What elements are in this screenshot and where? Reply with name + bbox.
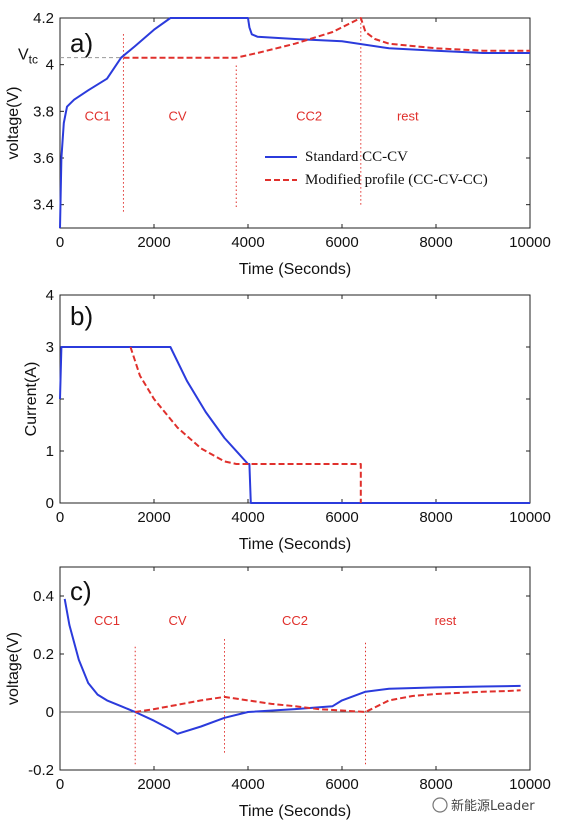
plot-frame <box>59 294 531 504</box>
y-axis-title: Current(A) <box>23 362 40 437</box>
phase-label: CC1 <box>85 109 111 124</box>
phase-label: rest <box>397 109 419 124</box>
y-tick-label: 3.4 <box>33 197 54 214</box>
x-tick-label: 10000 <box>509 776 551 793</box>
x-tick-label: 2000 <box>137 234 170 251</box>
y-tick-label: 0 <box>46 704 54 721</box>
y-tick-label: 4.2 <box>33 10 54 27</box>
panel-a: 0 2000 4000 6000 8000 10000 3.4 3.6 3.8 4 4.2 Time … <box>5 10 551 278</box>
x-tick-label: 4000 <box>231 509 264 526</box>
x-tick-label: 10000 <box>509 234 551 251</box>
series-line-modified <box>129 346 362 503</box>
x-tick-label: 6000 <box>325 776 358 793</box>
legend: Standard CC-CV Modified profile (CC-CV-CC… <box>265 149 488 188</box>
x-tick-label: 6000 <box>325 234 358 251</box>
y-tick-label: 0.2 <box>33 646 54 663</box>
x-tick-label: 2000 <box>137 776 170 793</box>
x-tick-label: 0 <box>56 776 64 793</box>
x-tick-label: 0 <box>56 234 64 251</box>
x-tick-label: 8000 <box>419 234 452 251</box>
panel-label: c) <box>70 576 92 606</box>
y-tick-label: 3 <box>46 339 54 356</box>
phase-label: CV <box>168 613 186 628</box>
plot-frame <box>59 17 531 229</box>
watermark: 新能源Leader <box>432 797 535 814</box>
y-tick-label: 3.6 <box>33 150 54 167</box>
x-tick-label: 8000 <box>419 509 452 526</box>
y-tick-label: -0.2 <box>28 762 54 779</box>
x-tick-label: 8000 <box>419 776 452 793</box>
x-tick-label: 6000 <box>325 509 358 526</box>
y-axis-title: voltage(V) <box>5 632 22 705</box>
legend-entry: Standard CC-CV <box>305 149 408 165</box>
plot-frame <box>59 566 531 771</box>
series-line-standard <box>59 346 530 504</box>
y-tick-label: 4 <box>46 287 54 304</box>
legend-entry: Modified profile (CC-CV-CC) <box>305 172 488 188</box>
y-tick-label: 0.4 <box>33 588 54 605</box>
x-tick-label: 2000 <box>137 509 170 526</box>
y-tick-label: 0 <box>46 495 54 512</box>
watermark-text: 新能源Leader <box>451 798 535 814</box>
x-axis-title: Time (Seconds) <box>239 803 351 820</box>
series-line-modified <box>123 17 530 59</box>
wechat-icon <box>432 797 448 813</box>
x-tick-label: 4000 <box>231 776 264 793</box>
vtc-label: Vtc <box>18 47 38 67</box>
x-tick-label: 0 <box>56 509 64 526</box>
series-line-standard <box>63 598 521 735</box>
x-axis-title: Time (Seconds) <box>239 261 351 278</box>
y-tick-label: 3.8 <box>33 103 54 120</box>
phase-label: CC2 <box>282 613 308 628</box>
y-tick-label: 1 <box>46 443 54 460</box>
phase-label: CC1 <box>94 613 120 628</box>
y-tick-label: 2 <box>46 391 54 408</box>
phase-label: rest <box>435 613 457 628</box>
x-axis-title: Time (Seconds) <box>239 536 351 553</box>
y-tick-label: 4 <box>46 57 54 74</box>
phase-label: CV <box>168 109 186 124</box>
series-line-modified <box>135 689 521 713</box>
series-line-standard <box>59 17 530 229</box>
y-axis-title: voltage(V) <box>5 87 22 160</box>
x-tick-label: 4000 <box>231 234 264 251</box>
phase-label: CC2 <box>296 109 322 124</box>
panel-label: a) <box>70 28 93 58</box>
x-tick-label: 10000 <box>509 509 551 526</box>
panel-b: 0 2000 4000 6000 8000 10000 0 1 2 3 4 Time (Seconds… <box>23 287 551 553</box>
panel-label: b) <box>70 301 93 331</box>
